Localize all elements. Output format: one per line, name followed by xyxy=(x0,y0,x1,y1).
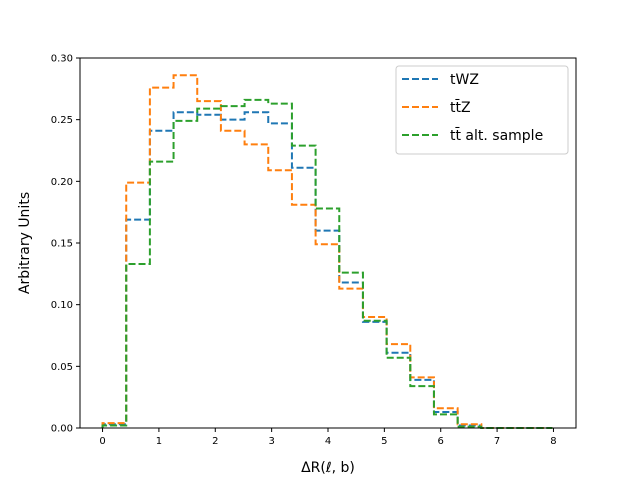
x-axis-label: ΔR(ℓ, b) xyxy=(301,460,355,476)
y-tick-label: 0.15 xyxy=(51,239,73,250)
x-tick-label: 4 xyxy=(325,436,331,447)
y-axis-label: Arbitrary Units xyxy=(17,192,33,294)
y-tick-label: 0.00 xyxy=(51,424,73,435)
y-tick-label: 0.05 xyxy=(51,362,73,373)
legend-label-1: tt̄Z xyxy=(450,98,471,116)
x-tick-label: 1 xyxy=(156,436,162,447)
legend-label-2: tt̄ alt. sample xyxy=(450,126,543,144)
legend: tWZ tt̄Z tt̄ alt. sample xyxy=(395,65,569,155)
x-tick-label: 5 xyxy=(381,436,387,447)
x-axis: 0 1 2 3 4 5 6 7 8 xyxy=(99,428,557,447)
y-tick-label: 0.20 xyxy=(51,177,73,188)
y-tick-label: 0.25 xyxy=(51,115,73,126)
y-axis: 0.00 0.05 0.10 0.15 0.20 0.25 0.30 xyxy=(51,54,80,435)
legend-frame xyxy=(395,65,569,155)
series-line-2 xyxy=(101,98,553,429)
x-tick-label: 3 xyxy=(268,436,274,447)
x-tick-label: 7 xyxy=(494,436,500,447)
legend-label-0: tWZ xyxy=(450,72,479,88)
series-line-0 xyxy=(101,111,553,429)
x-tick-label: 2 xyxy=(212,436,218,447)
plot-series xyxy=(101,74,553,429)
x-tick-label: 8 xyxy=(550,436,556,447)
x-tick-label: 6 xyxy=(438,436,444,447)
y-tick-label: 0.30 xyxy=(51,54,73,65)
y-tick-label: 0.10 xyxy=(51,300,73,311)
x-tick-label: 0 xyxy=(99,436,105,447)
